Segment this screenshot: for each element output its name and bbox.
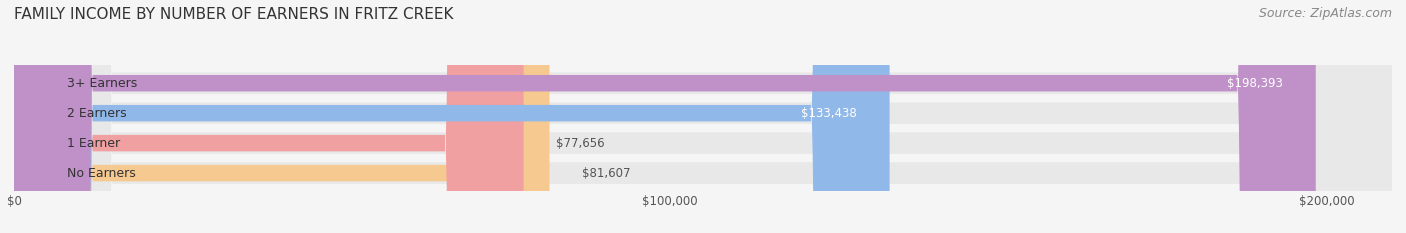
- Text: Source: ZipAtlas.com: Source: ZipAtlas.com: [1258, 7, 1392, 20]
- FancyBboxPatch shape: [14, 0, 1392, 233]
- FancyBboxPatch shape: [14, 0, 523, 233]
- Text: 1 Earner: 1 Earner: [66, 137, 120, 150]
- Text: 3+ Earners: 3+ Earners: [66, 77, 136, 90]
- FancyBboxPatch shape: [14, 0, 890, 233]
- FancyBboxPatch shape: [14, 0, 1316, 233]
- Text: 2 Earners: 2 Earners: [66, 107, 127, 120]
- Text: FAMILY INCOME BY NUMBER OF EARNERS IN FRITZ CREEK: FAMILY INCOME BY NUMBER OF EARNERS IN FR…: [14, 7, 454, 22]
- FancyBboxPatch shape: [14, 0, 1392, 233]
- Text: $198,393: $198,393: [1227, 77, 1284, 90]
- Text: $133,438: $133,438: [801, 107, 856, 120]
- Text: $77,656: $77,656: [557, 137, 605, 150]
- FancyBboxPatch shape: [14, 0, 1392, 233]
- FancyBboxPatch shape: [14, 0, 550, 233]
- FancyBboxPatch shape: [14, 0, 1392, 233]
- Text: $81,607: $81,607: [582, 167, 631, 180]
- Text: No Earners: No Earners: [66, 167, 135, 180]
